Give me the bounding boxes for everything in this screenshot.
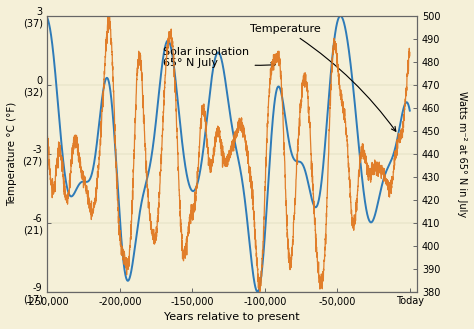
X-axis label: Years relative to present: Years relative to present bbox=[164, 312, 300, 322]
Y-axis label: Temperature °C (°F): Temperature °C (°F) bbox=[7, 102, 17, 206]
Text: Solar insolation
65° N July: Solar insolation 65° N July bbox=[164, 47, 275, 68]
Text: Temperature: Temperature bbox=[250, 24, 396, 131]
Y-axis label: Watts m⁻² at 65° N in July: Watts m⁻² at 65° N in July bbox=[457, 91, 467, 217]
